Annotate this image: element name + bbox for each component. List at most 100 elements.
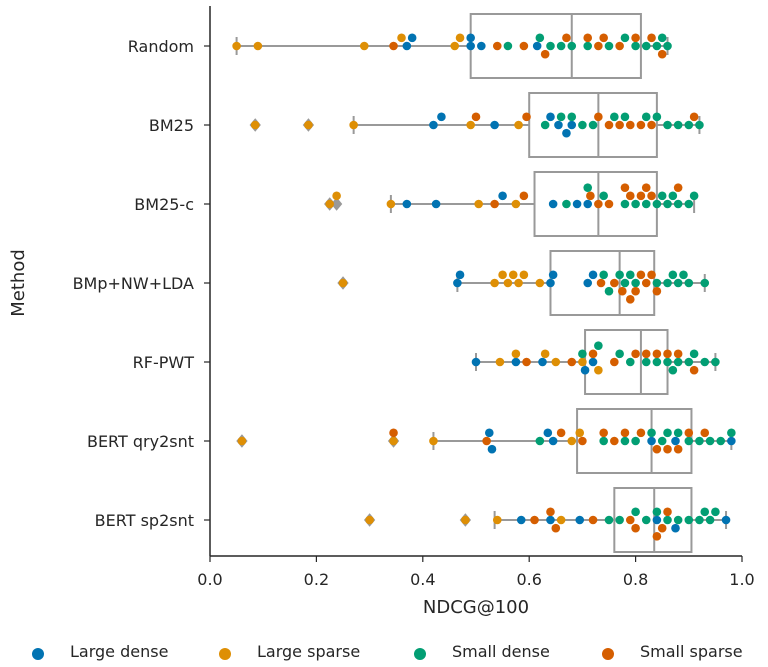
point-small-sparse <box>641 349 651 359</box>
point-small-sparse <box>620 428 630 438</box>
point-small-sparse <box>556 428 566 438</box>
point-large-sparse <box>461 515 470 525</box>
box-iqr <box>528 92 658 158</box>
point-small-dense <box>652 112 662 122</box>
point-small-dense <box>673 120 683 130</box>
point-large-sparse <box>535 278 545 288</box>
point-small-dense <box>641 357 651 367</box>
legend-label: Small sparse <box>640 642 743 661</box>
point-small-dense <box>578 120 587 130</box>
point-small-dense <box>631 199 640 209</box>
point-large-dense <box>516 515 526 525</box>
point-small-sparse <box>519 191 529 201</box>
point-small-sparse <box>657 523 667 533</box>
point-small-dense <box>663 199 672 209</box>
point-large-dense <box>583 278 593 288</box>
point-large-dense <box>429 120 438 130</box>
point-small-sparse <box>586 191 595 201</box>
point-small-dense <box>540 120 550 130</box>
point-small-dense <box>641 199 651 209</box>
point-small-dense <box>684 357 694 367</box>
point-large-dense <box>580 365 590 375</box>
point-small-dense <box>673 278 683 288</box>
point-small-dense <box>684 436 694 446</box>
point-large-dense <box>437 112 446 122</box>
point-small-sparse <box>615 120 624 130</box>
point-small-dense <box>615 270 624 280</box>
point-small-dense <box>567 41 577 51</box>
point-small-sparse <box>625 295 635 304</box>
point-small-dense <box>535 33 545 43</box>
point-small-sparse <box>588 349 598 359</box>
legend-item-small-sparse: Small sparse <box>602 642 743 661</box>
point-small-dense <box>620 112 630 122</box>
point-small-dense <box>631 41 640 51</box>
point-large-sparse <box>514 120 523 130</box>
axes: NDCG@100 Method 0.0 0.2 0.4 0.6 0.8 1.0 Random… <box>8 6 755 618</box>
point-large-sparse <box>429 436 438 446</box>
legend: Large dense Large sparse Small dense Small … <box>32 642 743 661</box>
point-small-sparse <box>689 112 699 122</box>
point-small-sparse <box>673 349 683 359</box>
point-small-dense <box>700 278 710 288</box>
point-small-dense <box>562 199 571 209</box>
point-large-dense <box>583 199 593 209</box>
point-small-dense <box>641 515 651 525</box>
point-small-dense <box>663 278 672 288</box>
point-small-sparse <box>673 444 683 454</box>
point-large-sparse <box>503 278 513 288</box>
point-small-sparse <box>578 436 587 446</box>
point-small-sparse <box>636 191 646 201</box>
point-small-sparse <box>519 41 529 51</box>
point-small-dense <box>695 515 704 525</box>
point-small-dense <box>700 507 710 517</box>
point-small-sparse <box>594 112 603 122</box>
point-small-sparse <box>610 436 619 446</box>
point-small-dense <box>689 349 699 359</box>
point-small-sparse <box>631 33 640 43</box>
point-small-dense <box>641 41 651 51</box>
point-large-dense <box>647 436 656 446</box>
y-tick-label: BM25 <box>149 116 194 135</box>
point-large-dense <box>727 436 736 446</box>
point-small-dense <box>663 357 672 367</box>
point-large-dense <box>471 357 481 367</box>
point-small-dense <box>625 357 635 367</box>
point-large-dense <box>532 41 542 51</box>
point-large-sparse <box>365 515 374 525</box>
point-small-dense <box>663 515 672 525</box>
point-small-sparse <box>700 428 710 438</box>
point-small-dense <box>604 41 614 51</box>
point-large-sparse <box>466 120 475 130</box>
point-large-dense <box>485 428 494 438</box>
point-small-dense <box>684 278 694 288</box>
point-small-dense <box>663 428 672 438</box>
point-small-dense <box>684 120 694 130</box>
point-large-dense <box>548 270 558 280</box>
point-large-sparse <box>511 349 521 359</box>
point-small-dense <box>599 436 608 446</box>
point-large-sparse <box>498 270 507 280</box>
legend-item-large-dense: Large dense <box>32 642 168 661</box>
x-tick-label: 0.6 <box>516 570 541 589</box>
legend-label: Large sparse <box>257 642 360 661</box>
point-large-sparse <box>578 357 587 367</box>
point-large-dense <box>546 515 555 525</box>
point-small-sparse <box>522 112 531 122</box>
point-large-dense <box>721 515 731 525</box>
point-large-dense <box>567 120 577 130</box>
point-large-dense <box>548 436 558 446</box>
point-small-dense <box>679 270 688 280</box>
point-small-dense <box>546 41 555 51</box>
point-small-dense <box>641 112 651 122</box>
point-small-dense <box>620 436 630 446</box>
point-large-sparse <box>304 120 313 130</box>
point-small-dense <box>620 199 630 209</box>
point-small-sparse <box>647 120 656 130</box>
point-small-sparse <box>625 191 635 201</box>
point-large-sparse <box>455 33 465 43</box>
point-small-dense <box>657 33 667 43</box>
point-large-sparse <box>540 349 550 359</box>
point-small-dense <box>583 41 593 51</box>
